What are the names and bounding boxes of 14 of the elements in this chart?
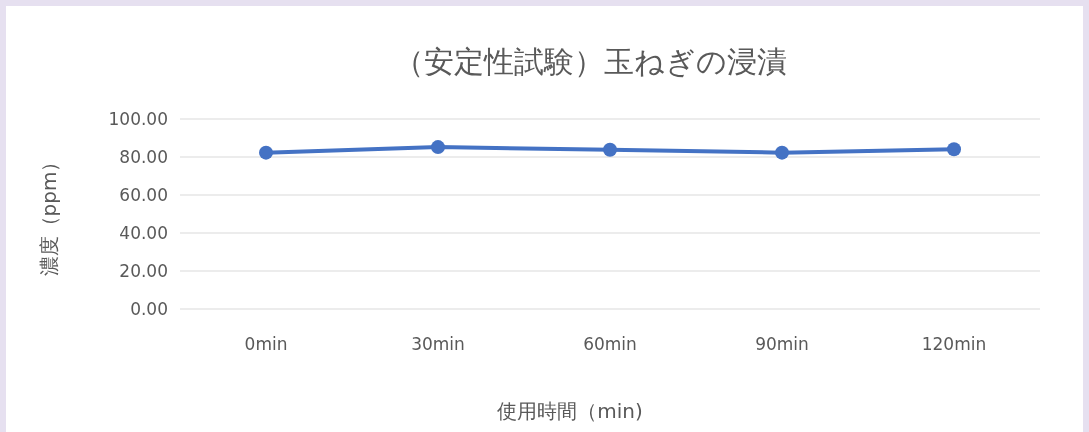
y-tick-label: 40.00 (119, 223, 168, 243)
y-tick-label: 20.00 (119, 261, 168, 281)
y-tick-label: 0.00 (130, 299, 168, 319)
y-tick-label: 80.00 (119, 147, 168, 167)
x-tick-label: 60min (583, 334, 637, 354)
y-axis-title: 濃度（ppm） (37, 151, 61, 277)
y-tick-label: 60.00 (119, 185, 168, 205)
x-tick-label: 120min (921, 334, 987, 354)
chart-title: （安定性試験）玉ねぎの浸漬 (393, 44, 787, 79)
x-axis-title: 使用時間（min) (497, 399, 643, 423)
x-tick-label: 0min (244, 334, 288, 354)
x-tick-label: 90min (755, 334, 809, 354)
y-tick-label: 100.00 (108, 109, 168, 129)
x-tick-label: 30min (411, 334, 465, 354)
